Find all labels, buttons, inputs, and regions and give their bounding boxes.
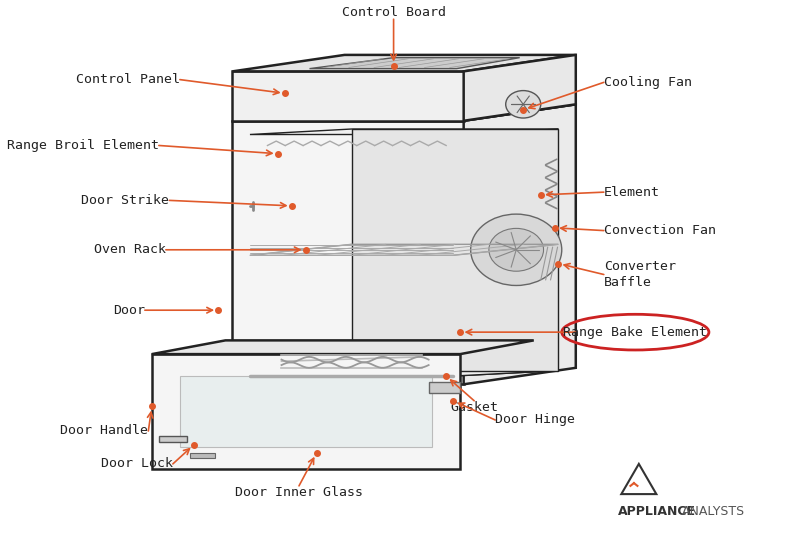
Polygon shape xyxy=(152,340,534,354)
Text: Cooling Fan: Cooling Fan xyxy=(604,76,692,89)
Polygon shape xyxy=(310,58,520,69)
Polygon shape xyxy=(233,121,464,384)
Text: Element: Element xyxy=(604,186,660,199)
Text: Door Hinge: Door Hinge xyxy=(495,413,575,427)
Polygon shape xyxy=(180,376,432,447)
Polygon shape xyxy=(159,436,187,442)
Text: Convection Fan: Convection Fan xyxy=(604,224,716,237)
Text: Door Strike: Door Strike xyxy=(82,194,170,207)
Text: Range Broil Element: Range Broil Element xyxy=(7,139,159,152)
Polygon shape xyxy=(250,129,558,135)
Polygon shape xyxy=(464,55,576,121)
Polygon shape xyxy=(429,382,460,393)
Text: Control Board: Control Board xyxy=(342,6,446,19)
Circle shape xyxy=(470,214,562,285)
Text: APPLIANCE: APPLIANCE xyxy=(618,505,696,518)
Text: ANALYSTS: ANALYSTS xyxy=(682,505,746,518)
Circle shape xyxy=(506,91,541,118)
Polygon shape xyxy=(250,371,558,376)
Polygon shape xyxy=(152,354,460,469)
Polygon shape xyxy=(464,104,576,384)
Text: Door Handle: Door Handle xyxy=(60,424,148,438)
Text: Oven Rack: Oven Rack xyxy=(94,243,166,256)
Circle shape xyxy=(489,228,543,271)
Polygon shape xyxy=(190,453,215,458)
Text: Gasket: Gasket xyxy=(450,401,498,414)
Text: Door: Door xyxy=(113,304,145,317)
Text: Converter
Baffle: Converter Baffle xyxy=(604,260,676,289)
Polygon shape xyxy=(233,55,576,71)
Text: Door Lock: Door Lock xyxy=(101,457,173,470)
Text: Control Panel: Control Panel xyxy=(76,73,180,86)
Polygon shape xyxy=(453,129,558,376)
Text: Door Inner Glass: Door Inner Glass xyxy=(235,486,363,499)
Polygon shape xyxy=(233,104,576,121)
Text: Range Bake Element: Range Bake Element xyxy=(563,326,707,339)
Polygon shape xyxy=(351,129,558,371)
Polygon shape xyxy=(233,71,464,121)
